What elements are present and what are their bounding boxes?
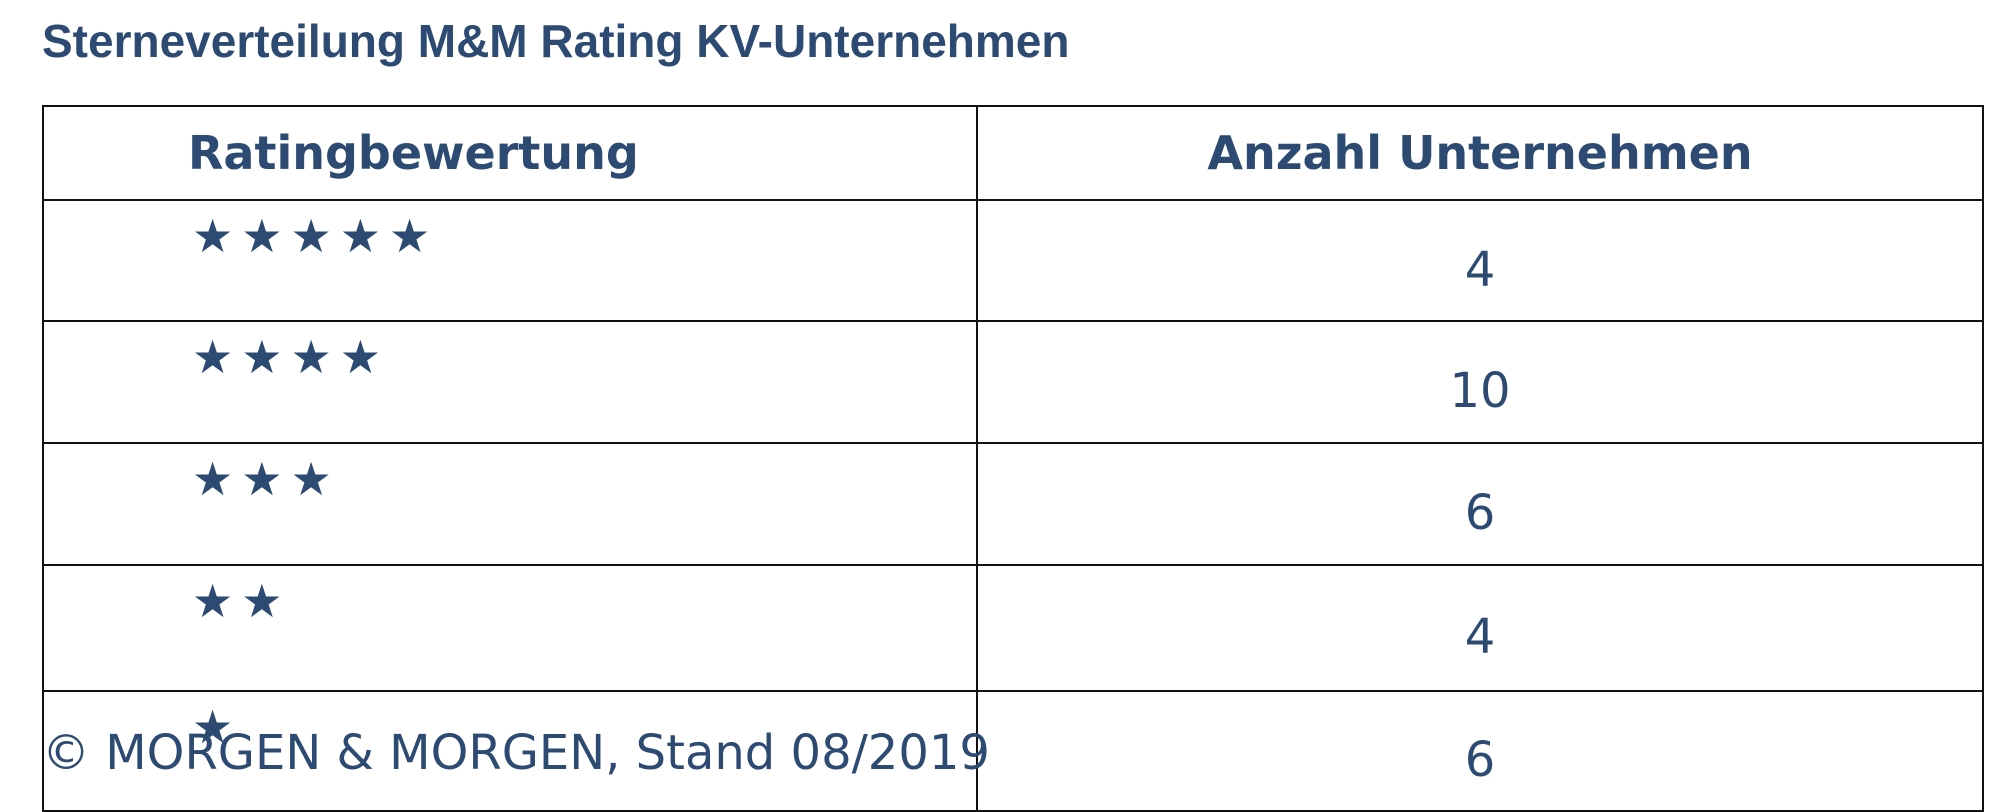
company-count: 10 xyxy=(976,320,1984,444)
table-row: ★★★★★ 4 xyxy=(42,199,1984,322)
column-header: Ratingbewertung xyxy=(42,105,978,201)
star-rating: ★★ xyxy=(42,564,978,692)
table-row: ★★ 4 xyxy=(42,564,1984,692)
table-row: ★ 6 xyxy=(42,690,1984,812)
company-count: 6 xyxy=(976,442,1984,566)
star-rating: ★ xyxy=(42,690,978,812)
company-count: 4 xyxy=(976,564,1984,692)
star-rating: ★★★★ xyxy=(42,320,978,444)
column-header: Anzahl Unternehmen xyxy=(976,105,1984,201)
footer: © MORGEN & MORGEN, Stand 08/2019 xyxy=(42,725,990,781)
rating-table: Ratingbewertung Anzahl Unternehmen ★★★★★… xyxy=(42,105,1984,812)
header-row: Ratingbewertung Anzahl Unternehmen xyxy=(42,105,1984,201)
star-rating: ★★★★★ xyxy=(42,199,978,322)
star-rating: ★★★ xyxy=(42,442,978,566)
company-count: 6 xyxy=(976,690,1984,812)
company-count: 4 xyxy=(976,199,1984,322)
table-row: ★★★ 6 xyxy=(42,442,1984,566)
title: Sterneverteilung M&M Rating KV-Unternehm… xyxy=(42,15,1070,67)
table-row: ★★★★ 10 xyxy=(42,320,1984,444)
